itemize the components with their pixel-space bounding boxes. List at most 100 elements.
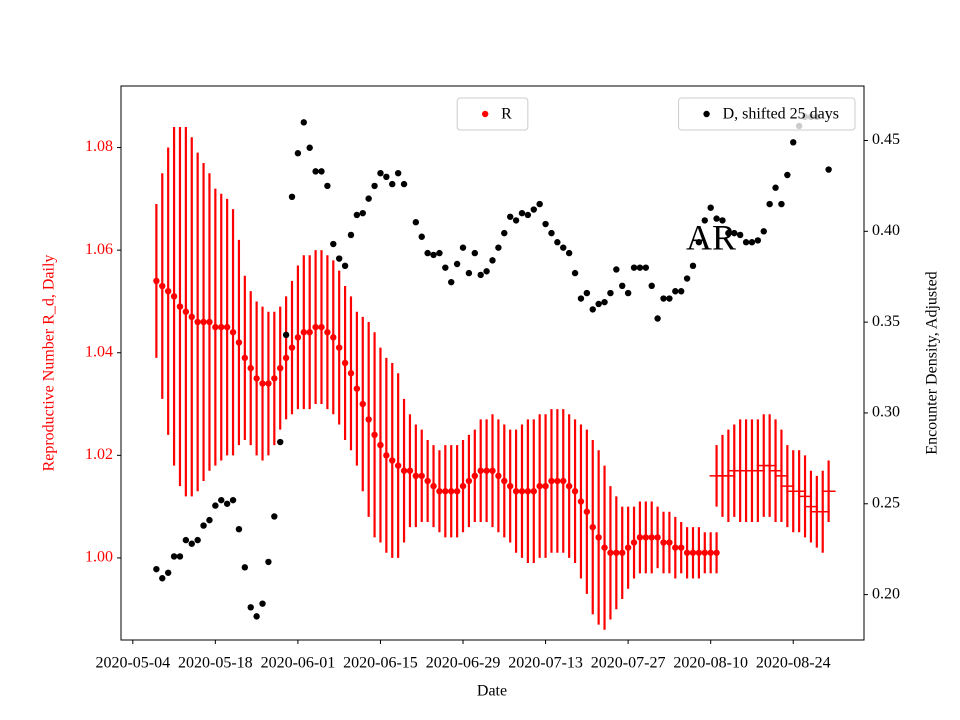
y-tick-label: 1.00 — [85, 549, 113, 566]
point — [571, 488, 579, 495]
point — [324, 329, 331, 336]
x-tick-label: 2020-07-27 — [591, 655, 666, 672]
point — [477, 271, 484, 279]
point — [218, 496, 225, 504]
point — [206, 516, 213, 524]
point — [677, 288, 685, 295]
point — [312, 168, 319, 175]
y-axis-label: Reproductive Number R_d, Daily — [41, 255, 58, 472]
point — [341, 262, 349, 270]
point — [371, 431, 378, 439]
point — [424, 477, 431, 485]
point — [159, 282, 166, 290]
point — [412, 472, 420, 480]
point — [300, 329, 308, 336]
point — [607, 549, 614, 556]
point — [589, 306, 596, 313]
y2-tick-label: 0.30 — [872, 404, 900, 421]
point — [288, 193, 296, 200]
point — [288, 344, 296, 351]
point — [371, 182, 378, 190]
point — [530, 488, 537, 495]
point — [335, 255, 343, 262]
point — [188, 313, 195, 321]
point — [713, 215, 720, 222]
point — [448, 488, 455, 495]
point — [394, 169, 402, 177]
point — [719, 217, 726, 224]
point — [442, 488, 449, 495]
point — [170, 293, 178, 300]
point — [194, 318, 201, 326]
point — [465, 477, 473, 485]
y2-tick-label: 0.20 — [872, 585, 900, 602]
point — [577, 498, 585, 505]
point — [613, 266, 620, 273]
point — [294, 150, 302, 157]
point — [725, 229, 732, 237]
point — [153, 565, 160, 573]
y2-tick-label: 0.35 — [872, 313, 900, 330]
point — [170, 553, 178, 560]
point — [630, 264, 638, 271]
point — [277, 364, 284, 372]
point — [212, 502, 219, 509]
legend-label: D, shifted 25 days — [723, 106, 839, 123]
point — [731, 229, 738, 237]
point — [247, 604, 254, 611]
point — [377, 441, 384, 449]
y2-axis-label: Encounter Density, Adjusted — [924, 271, 941, 454]
point — [418, 233, 425, 240]
point — [383, 173, 390, 181]
point — [601, 298, 608, 306]
point — [577, 295, 585, 302]
point — [176, 303, 184, 310]
x-tick-label: 2020-07-13 — [508, 655, 583, 672]
point — [223, 500, 231, 507]
point — [554, 477, 561, 485]
point — [630, 539, 638, 546]
x-tick-label: 2020-08-24 — [756, 655, 831, 672]
point — [259, 600, 266, 607]
point — [453, 260, 461, 268]
point — [194, 536, 201, 544]
point — [241, 354, 249, 362]
point — [229, 496, 237, 504]
point — [353, 385, 361, 392]
point — [282, 331, 290, 339]
point — [164, 287, 172, 295]
point — [229, 329, 237, 336]
point — [436, 249, 443, 257]
point — [465, 269, 473, 277]
point — [660, 539, 667, 546]
point — [430, 482, 437, 490]
point — [218, 323, 225, 331]
point — [359, 400, 366, 408]
point — [524, 488, 532, 495]
point — [689, 262, 697, 270]
point — [565, 482, 573, 490]
annotation: AR — [686, 217, 736, 257]
point — [548, 229, 555, 237]
point — [713, 549, 720, 556]
point — [571, 269, 579, 277]
point — [406, 467, 414, 474]
point — [524, 211, 532, 219]
point — [595, 534, 602, 541]
point — [619, 282, 626, 290]
point — [666, 295, 673, 302]
point — [265, 558, 272, 566]
point — [565, 249, 573, 257]
point — [784, 171, 791, 179]
point — [330, 240, 337, 248]
point — [430, 251, 437, 259]
y-tick-label: 1.06 — [85, 241, 113, 258]
point — [642, 264, 650, 271]
point — [660, 295, 667, 302]
point — [341, 359, 349, 367]
point — [188, 540, 195, 547]
point — [677, 544, 685, 551]
point — [459, 244, 467, 251]
x-tick-label: 2020-06-29 — [426, 655, 501, 672]
